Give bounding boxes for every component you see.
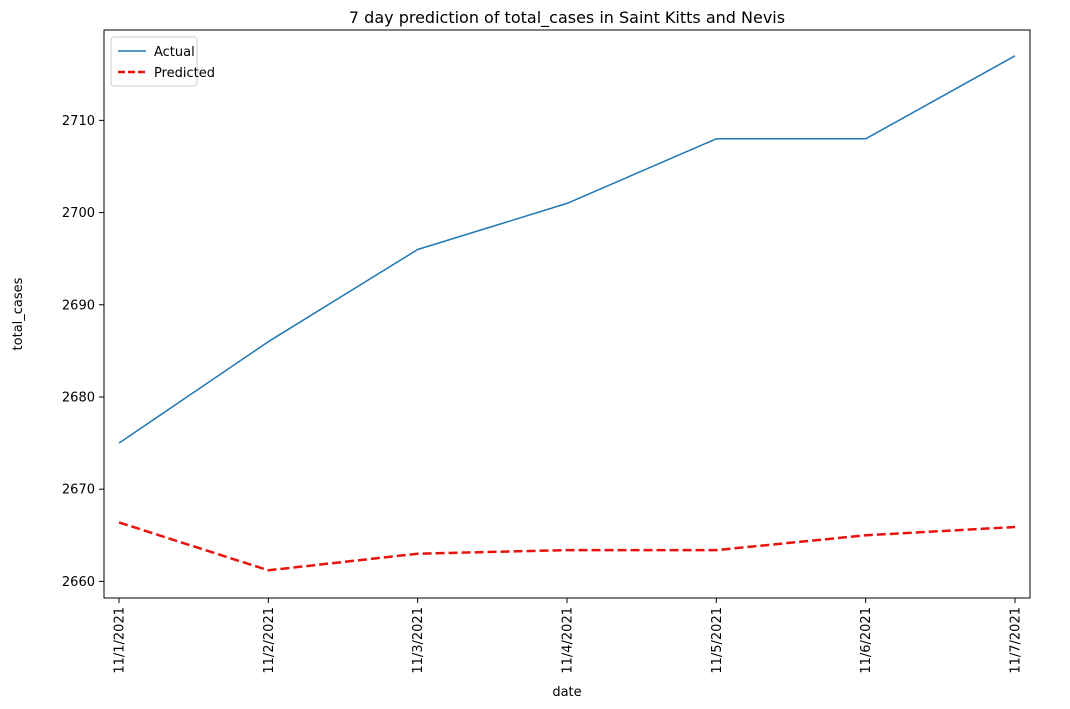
x-tick-label: 11/7/2021: [1009, 607, 1024, 674]
x-axis: 11/1/2021 11/2/2021 11/3/2021 11/4/2021 11/5…: [113, 598, 1024, 674]
x-tick-label: 11/3/2021: [411, 607, 426, 674]
legend-label-predicted: Predicted: [154, 66, 215, 81]
y-tick-label: 2700: [62, 206, 95, 221]
y-tick-label: 2710: [62, 114, 95, 129]
y-tick-label: 2670: [62, 483, 95, 498]
x-tick-label: 11/2/2021: [262, 607, 277, 674]
legend-box: [110, 36, 198, 87]
series-line-predicted: [118, 521, 1016, 572]
x-tick-label: 11/1/2021: [113, 607, 128, 674]
y-tick-label: 2690: [62, 298, 95, 313]
legend-label-actual: Actual: [154, 45, 195, 60]
chart-title: 7 day prediction of total_cases in Saint…: [349, 8, 785, 28]
x-tick-label: 11/6/2021: [859, 607, 874, 674]
y-axis-label: total_cases: [11, 277, 26, 350]
y-tick-label: 2680: [62, 390, 95, 405]
y-tick-label: 2660: [62, 575, 95, 590]
series-line-actual: [118, 55, 1016, 444]
y-axis: 2660 2670 2680 2690 2700 2710: [62, 114, 104, 590]
x-axis-label: date: [552, 685, 581, 700]
legend: Actual Predicted: [110, 36, 215, 87]
x-tick-label: 11/4/2021: [561, 607, 576, 674]
plot-area: [103, 29, 1031, 599]
x-tick-label: 11/5/2021: [710, 607, 725, 674]
series-layer: [118, 55, 1016, 572]
